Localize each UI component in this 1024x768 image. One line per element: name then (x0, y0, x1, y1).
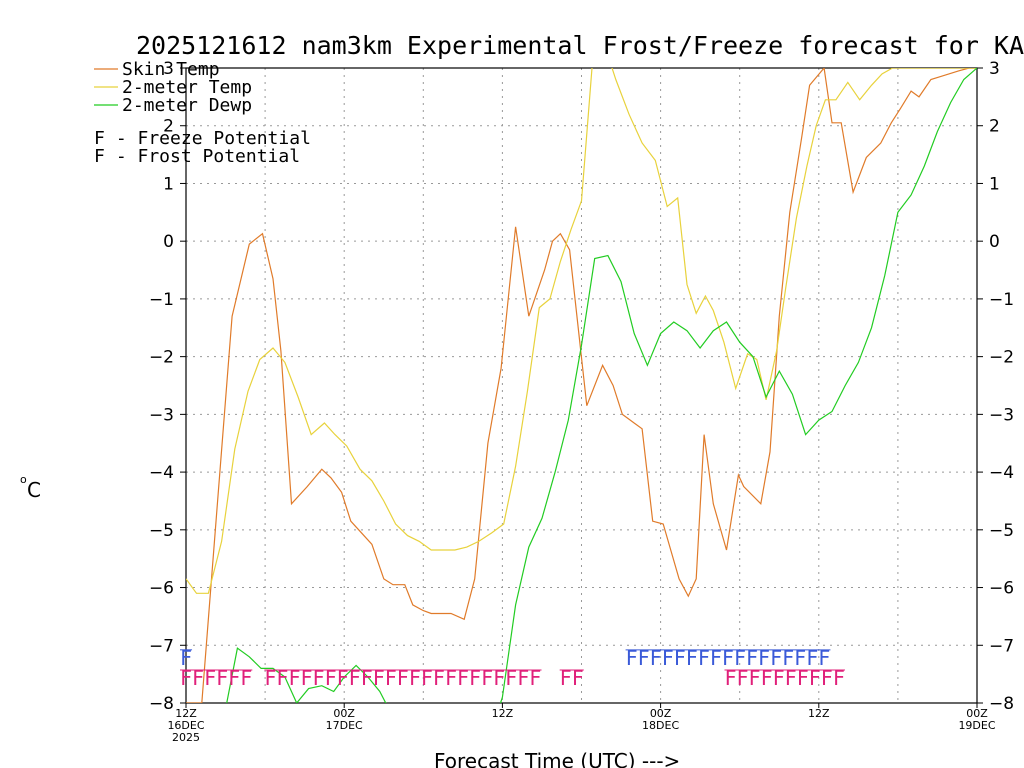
y-axis-label: C (27, 478, 41, 502)
legend-label-2m-dewp: 2-meter Dewp (122, 95, 252, 116)
y-tick-label-left: −1 (149, 290, 174, 310)
legend: Skin Temp 2-meter Temp 2-meter Dewp F - … (94, 59, 311, 167)
x-tick-label: 12Z (175, 707, 197, 720)
x-tick-label: 00Z (333, 707, 355, 720)
y-tick-label-right: −8 (989, 694, 1014, 714)
y-tick-label-right: 3 (989, 59, 1000, 79)
y-tick-label-right: −6 (989, 579, 1014, 599)
y-tick-label-left: −8 (149, 694, 174, 714)
legend-frost-letter: F (94, 146, 105, 167)
series-layer (186, 68, 977, 703)
y-tick-label-left: −4 (149, 463, 174, 483)
y-tick-label-left: 3 (163, 59, 174, 79)
legend-frost-label: - Frost Potential (105, 146, 300, 167)
legend-freeze-letter: F (94, 128, 105, 149)
y-tick-label-right: 0 (989, 232, 1000, 252)
y-tick-label-right: −7 (989, 636, 1014, 656)
frost-potential-flags: F (180, 646, 192, 670)
y-axis-right: 3 2 1 0 −1 −2 −3 −4 −5 −6 −7 −8 (977, 59, 1014, 714)
legend-label-skin-temp: Skin Temp (122, 59, 220, 80)
y-tick-label-right: −3 (989, 405, 1014, 425)
potential-flags-layer: F FFFFFFFFFFFFFFFFFFFFFFF FFFFFFFFFFFFFFFF… (180, 646, 845, 690)
legend-freeze-label: - Freeze Potential (105, 128, 311, 149)
series-line-2-meter-temp (186, 68, 977, 594)
x-tick-label: 16DEC (167, 719, 204, 732)
y-tick-label-left: 0 (163, 232, 174, 252)
y-tick-label-left: −6 (149, 579, 174, 599)
y-axis-left: 3 2 1 0 −1 −2 −3 −4 −5 −6 −7 −8 (149, 59, 186, 714)
chart-title: 2025121612 nam3km Experimental Frost/Fre… (136, 31, 1024, 60)
y-tick-label-left: 1 (163, 174, 174, 194)
x-tick-label: 12Z (492, 707, 514, 720)
y-tick-label-left: −2 (149, 348, 174, 368)
x-tick-label: 12Z (808, 707, 830, 720)
y-tick-label-right: 2 (989, 117, 1000, 137)
y-tick-label-left: −7 (149, 636, 174, 656)
y-tick-label-right: −2 (989, 348, 1014, 368)
y-tick-label-right: 1 (989, 174, 1000, 194)
y-tick-label-right: −1 (989, 290, 1014, 310)
y-axis-label-degree: o (20, 473, 27, 486)
series-line-skin-temp (186, 68, 977, 703)
y-tick-label-left: 2 (163, 117, 174, 137)
x-axis-label: Forecast Time (UTC) ---> (434, 749, 680, 768)
legend-label-2m-temp: 2-meter Temp (122, 77, 252, 98)
series-line-2-meter-dewp (226, 68, 977, 703)
y-tick-label-right: −5 (989, 521, 1014, 541)
x-tick-label: 2025 (172, 731, 200, 744)
plot-frame (185, 67, 978, 704)
x-tick-label: 00Z (650, 707, 672, 720)
x-tick-label: 17DEC (326, 719, 363, 732)
x-tick-label: 18DEC (642, 719, 679, 732)
y-tick-label-right: −4 (989, 463, 1014, 483)
x-tick-label: 00Z (966, 707, 988, 720)
x-tick-label: 19DEC (958, 719, 995, 732)
plot-border (185, 67, 978, 704)
y-tick-label-left: −5 (149, 521, 174, 541)
y-tick-label-left: −3 (149, 405, 174, 425)
